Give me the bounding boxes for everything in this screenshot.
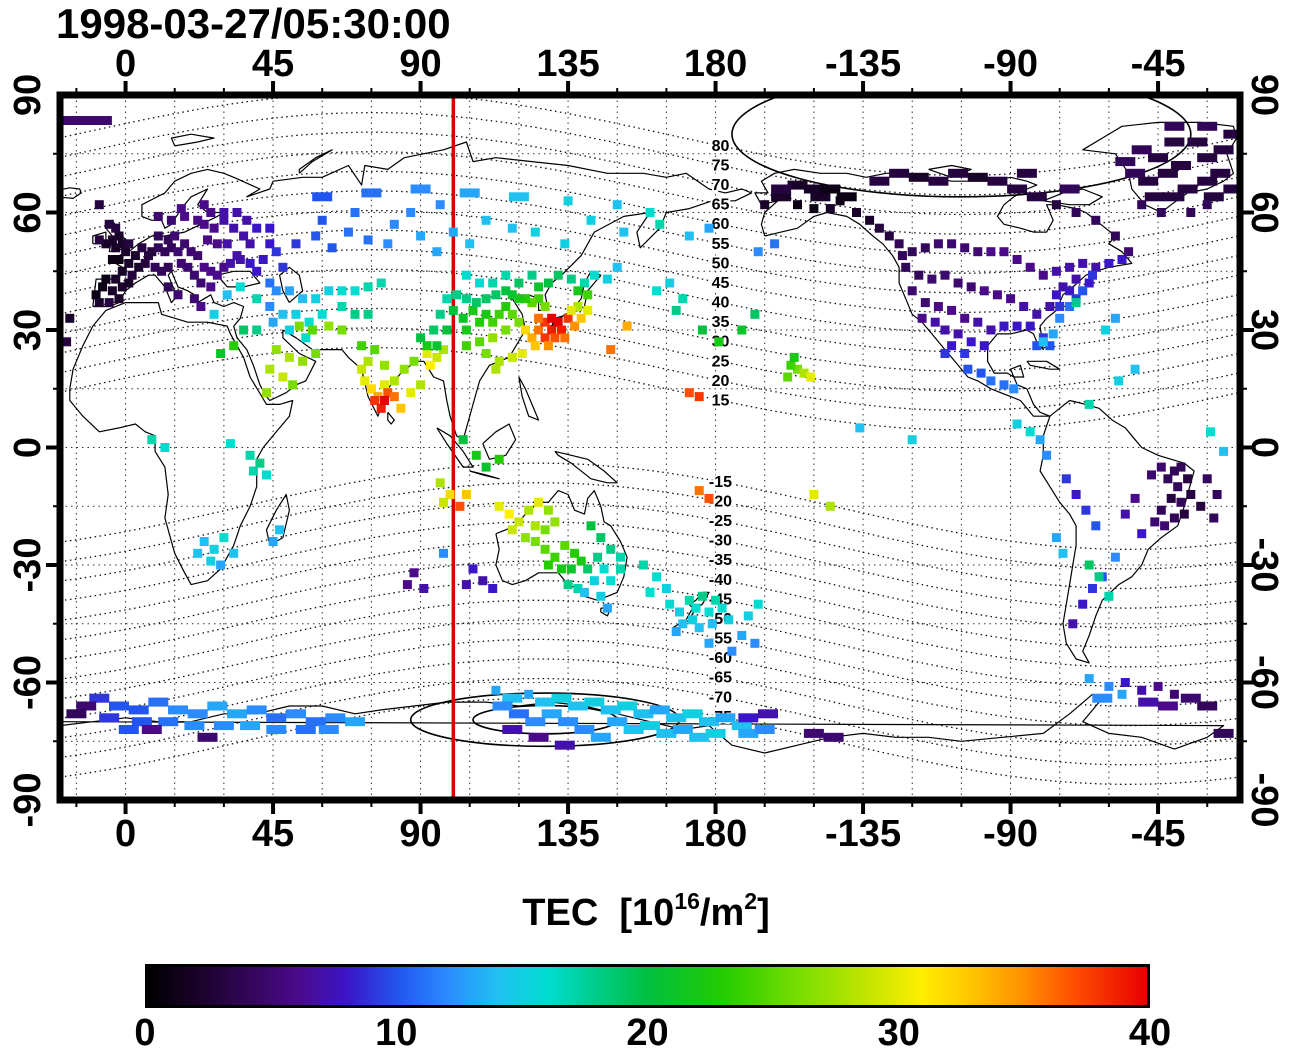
svg-text:-55: -55 — [709, 631, 732, 648]
geomagnetic-contours — [60, 95, 1240, 785]
map-area: 1520253035404550556065707580-15-20-25-30… — [60, 95, 1240, 800]
lat-tick-label-left: -60 — [7, 655, 49, 710]
lon-tick-label-top: 90 — [399, 43, 441, 85]
svg-text:80: 80 — [712, 138, 730, 155]
svg-text:-60: -60 — [709, 650, 732, 667]
svg-text:60: 60 — [712, 216, 730, 233]
lat-tick-label-right: 30 — [1243, 309, 1285, 351]
lat-tick-label-right: 60 — [1243, 191, 1285, 233]
polar-contour-ovals — [409, 95, 1192, 748]
colorbar-title: TEC [1016/m2] — [0, 888, 1292, 935]
lat-tick-label-right: -60 — [1243, 655, 1285, 710]
colorbar-tick-label: 30 — [877, 1012, 920, 1054]
colorbar-tick-label: 40 — [1128, 1012, 1172, 1054]
colorbar-title-exponent: 16 — [674, 888, 700, 914]
axis-ticks — [46, 81, 1254, 814]
colorbar: 0 10 20 30 40 — [134, 964, 1171, 1054]
lat-tick-label-left: 90 — [7, 74, 49, 116]
colorbar-title-exponent2: 2 — [744, 888, 758, 914]
world-map-plot: 15 20 25 30 35 40 45 50 55 60 65 70 75 80 -15 -20 -25 -30… — [7, 43, 1285, 855]
timestamp-title: 1998-03-27/05:30:00 — [56, 0, 451, 47]
lat-tick-label-right: 90 — [1243, 74, 1285, 116]
svg-text:75: 75 — [712, 157, 730, 174]
lat-tick-label-right: -90 — [1243, 773, 1285, 828]
svg-text:-20: -20 — [709, 493, 732, 510]
lon-tick-label-bottom: 45 — [252, 813, 294, 855]
lon-tick-label-bottom: 0 — [115, 813, 136, 855]
svg-text:-70: -70 — [709, 689, 732, 706]
svg-text:70: 70 — [712, 177, 730, 194]
lon-tick-label-bottom: -90 — [983, 813, 1038, 855]
lat-tick-label-right: -30 — [1243, 538, 1285, 593]
grid-lines — [60, 95, 1240, 800]
svg-text:65: 65 — [712, 197, 730, 214]
lon-tick-label-top: 45 — [252, 43, 294, 85]
colorbar-title-mid: /m — [699, 892, 745, 934]
axis-labels: 0 0 45 45 90 90 135 135 180 180 -135 -135 -90 -90 -45 -… — [7, 43, 1285, 855]
svg-text:35: 35 — [712, 314, 730, 331]
colorbar-tick-label: 20 — [626, 1012, 669, 1054]
lat-tick-label-left: -90 — [7, 773, 49, 828]
colorbar-title-open: [10 — [619, 892, 675, 934]
colorbar-title-close: ] — [757, 892, 770, 934]
lon-tick-label-bottom: -135 — [825, 813, 901, 855]
colorbar-tick-labels: 0 10 20 30 40 — [134, 1012, 1171, 1057]
svg-text:15: 15 — [712, 392, 730, 409]
lon-tick-label-top: -45 — [1131, 43, 1186, 85]
svg-text:-15: -15 — [709, 474, 732, 491]
lat-tick-label-left: -30 — [7, 538, 49, 593]
lon-tick-label-top: 0 — [115, 43, 136, 85]
svg-text:55: 55 — [712, 236, 730, 253]
svg-text:-30: -30 — [709, 533, 732, 550]
svg-text:-40: -40 — [709, 572, 732, 589]
svg-text:40: 40 — [712, 295, 730, 312]
lon-tick-label-top: -135 — [825, 43, 901, 85]
lon-tick-label-top: 180 — [684, 43, 747, 85]
contour-labels: 1520253035404550556065707580-15-20-25-30… — [707, 136, 734, 728]
svg-text:45: 45 — [712, 275, 730, 292]
colorbar-title-text: TEC — [522, 892, 599, 934]
svg-text:25: 25 — [712, 353, 730, 370]
colorbar-gradient — [145, 964, 1150, 1008]
lat-tick-label-right: 0 — [1243, 437, 1285, 458]
lat-tick-label-left: 60 — [7, 191, 49, 233]
svg-text:50: 50 — [712, 255, 730, 272]
svg-text:20: 20 — [712, 373, 730, 390]
lon-tick-label-top: 135 — [536, 43, 599, 85]
lon-tick-label-bottom: 180 — [684, 813, 747, 855]
lon-tick-label-bottom: -45 — [1131, 813, 1186, 855]
lon-tick-label-bottom: 90 — [399, 813, 441, 855]
lat-tick-label-left: 30 — [7, 309, 49, 351]
colorbar-tick-label: 10 — [375, 1012, 418, 1054]
svg-text:-65: -65 — [709, 670, 732, 687]
lon-tick-label-bottom: 135 — [536, 813, 599, 855]
lon-tick-label-top: -90 — [983, 43, 1038, 85]
svg-text:-25: -25 — [709, 513, 732, 530]
lat-tick-label-left: 0 — [7, 437, 49, 458]
svg-text:-35: -35 — [709, 552, 732, 569]
colorbar-tick-label: 0 — [134, 1012, 156, 1054]
tec-data-points — [60, 116, 1240, 750]
